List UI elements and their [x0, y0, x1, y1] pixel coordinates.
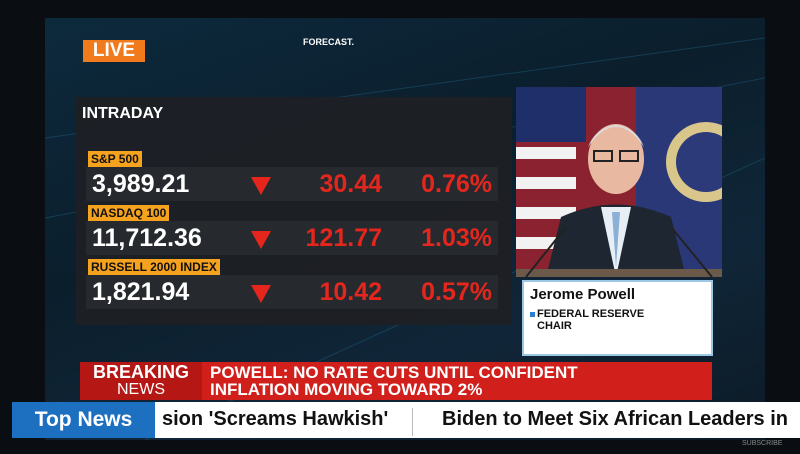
index-name: NASDAQ 100	[88, 205, 170, 221]
ticker-item: sion 'Screams Hawkish'	[162, 408, 389, 430]
index-price: 3,989.21	[92, 170, 190, 198]
breaking-word: BREAKING	[92, 362, 189, 382]
broadcast-screen: LIVE FORECAST. INTRADAY S&P 500 3,989.21 3…	[45, 18, 765, 440]
row-background	[86, 221, 498, 255]
down-arrow	[251, 177, 271, 195]
ticker-divider	[412, 408, 423, 436]
index-change: 10.42	[319, 278, 382, 306]
index-percent: 0.57%	[421, 278, 492, 306]
index-change: 30.44	[319, 170, 382, 198]
news-word: NEWS	[117, 381, 165, 398]
index-change: 121.77	[305, 224, 382, 252]
speaker-role: FEDERAL RESERVE CHAIR	[537, 308, 645, 332]
live-badge: LIVE	[83, 40, 145, 62]
index-price: 11,712.36	[92, 224, 202, 252]
index-percent: 0.76%	[421, 170, 492, 198]
index-name: S&P 500	[88, 151, 142, 167]
bullet	[530, 312, 535, 317]
headline: POWELL: NO RATE CUTS UNTIL CONFIDENT INF…	[210, 363, 578, 399]
subscribe: SUBSCRIBE	[742, 440, 783, 447]
breaking-label: BREAKING NEWS	[80, 362, 202, 400]
ticker-label: Top News	[12, 402, 155, 438]
ticker-bar: Top News sion 'Screams Hawkish' Biden to…	[12, 402, 800, 438]
ticker-item: Biden to Meet Six African Leaders in	[442, 408, 789, 430]
speaker-name: Jerome Powell	[530, 286, 636, 303]
index-price: 1,821.94	[92, 278, 190, 306]
row-background	[86, 275, 498, 309]
speaker-photo	[516, 87, 722, 277]
panel-title: INTRADAY	[82, 105, 164, 122]
down-arrow	[251, 285, 271, 303]
index-name: RUSSELL 2000 INDEX	[88, 259, 220, 275]
down-arrow	[251, 231, 271, 249]
breaking-bar: BREAKING NEWS POWELL: NO RATE CUTS UNTIL…	[80, 362, 712, 400]
brand: FORECAST.	[303, 37, 355, 47]
index-percent: 1.03%	[421, 224, 492, 252]
intraday-panel: INTRADAY S&P 500 3,989.21 30.44 0.76% NASDAQ…	[76, 97, 512, 325]
speaker-card: Jerome Powell FEDERAL RESERVE CHAIR	[522, 280, 713, 356]
row-background	[86, 167, 498, 201]
